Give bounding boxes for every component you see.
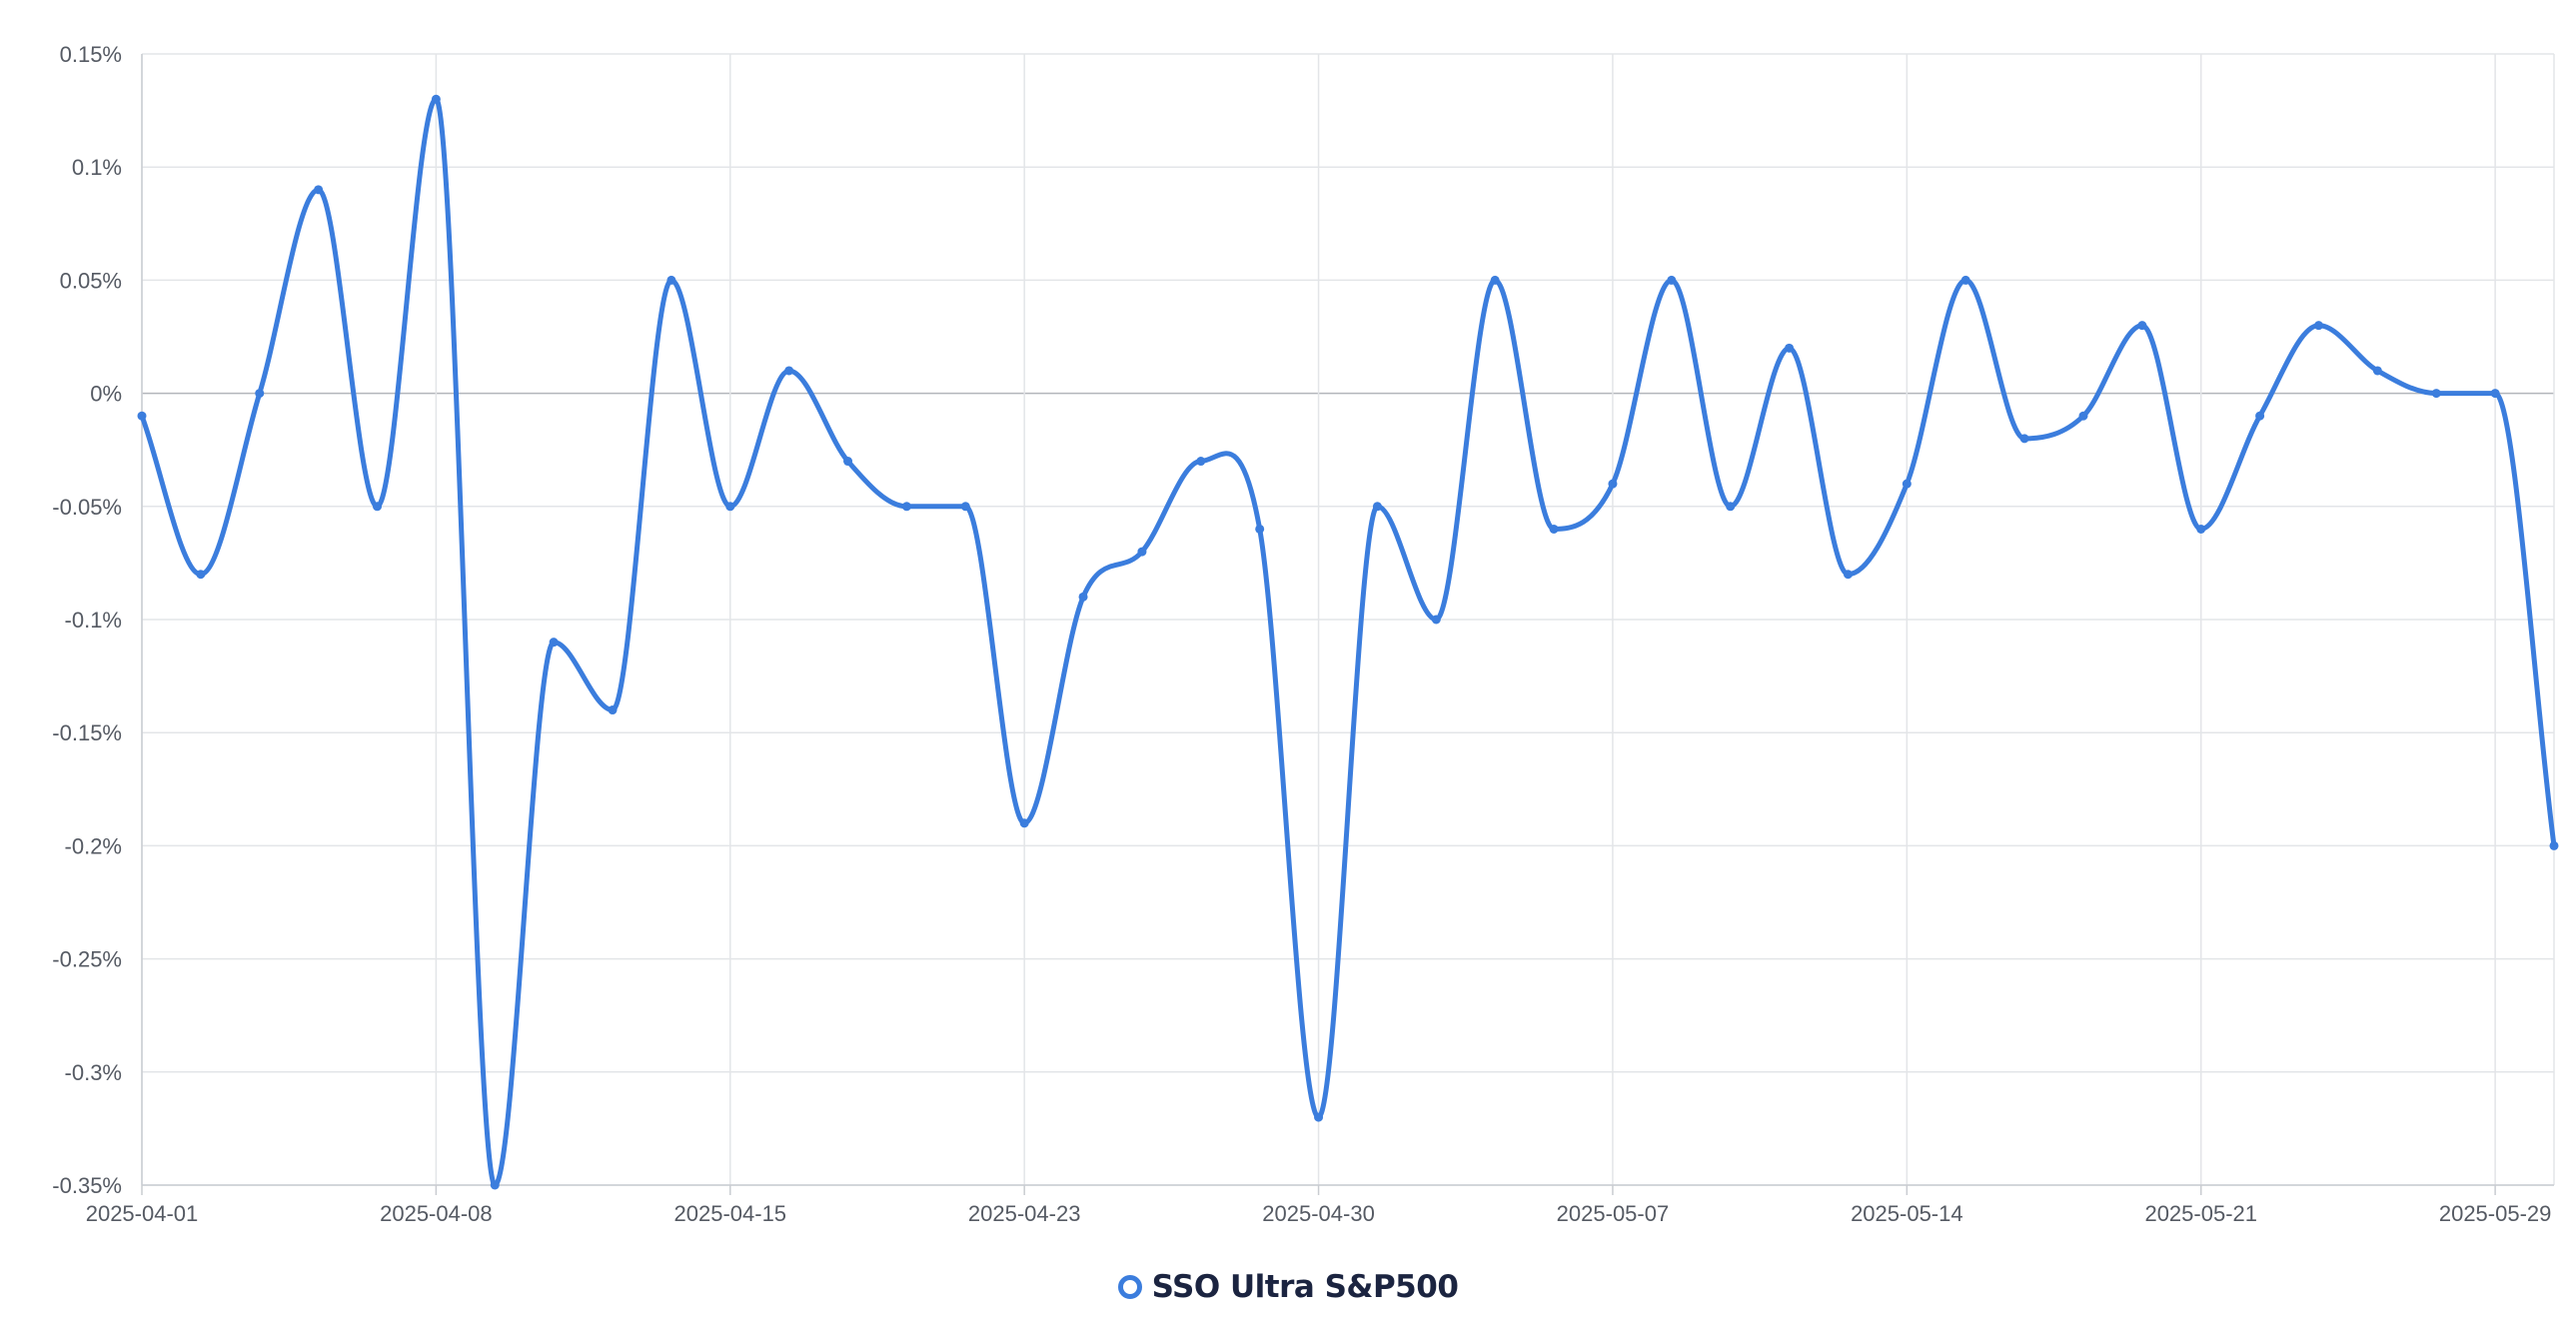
- legend-marker-icon: [1117, 1275, 1142, 1299]
- y-tick-label: -0.1%: [65, 608, 122, 633]
- x-tick-label: 2025-05-29: [2439, 1201, 2552, 1226]
- data-point[interactable]: [2137, 321, 2147, 331]
- x-tick-label: 2025-04-23: [968, 1201, 1081, 1226]
- y-tick-label: -0.35%: [52, 1173, 122, 1198]
- grid-layer: [141, 53, 2555, 1195]
- x-tick-label: 2025-05-21: [2144, 1201, 2257, 1226]
- data-point[interactable]: [1960, 275, 1970, 285]
- data-point[interactable]: [1902, 479, 1912, 489]
- data-point[interactable]: [725, 502, 735, 512]
- x-tick-label: 2025-04-30: [1262, 1201, 1375, 1226]
- data-point[interactable]: [1549, 524, 1559, 534]
- legend[interactable]: SSO Ultra S&P500: [0, 1269, 2576, 1305]
- data-point[interactable]: [666, 275, 676, 285]
- data-point[interactable]: [2196, 524, 2206, 534]
- data-point[interactable]: [608, 705, 618, 715]
- y-tick-label: -0.3%: [65, 1060, 122, 1085]
- data-point[interactable]: [549, 638, 559, 648]
- data-point[interactable]: [431, 94, 441, 104]
- legend-label: SSO Ultra S&P500: [1151, 1269, 1459, 1305]
- data-point[interactable]: [960, 502, 970, 512]
- data-point[interactable]: [1314, 1112, 1324, 1122]
- x-tick-label: 2025-04-15: [674, 1201, 787, 1226]
- x-axis-ticks: 2025-04-01 2025-04-08 2025-04-15 2025-04-23…: [86, 1201, 2552, 1226]
- y-tick-label: 0.15%: [60, 42, 122, 67]
- data-point[interactable]: [2313, 321, 2323, 331]
- data-point[interactable]: [843, 457, 853, 467]
- data-point[interactable]: [196, 570, 206, 580]
- y-tick-label: -0.2%: [65, 833, 122, 858]
- x-tick-label: 2025-05-07: [1557, 1201, 1670, 1226]
- data-point[interactable]: [784, 366, 794, 376]
- x-tick-label: 2025-04-01: [86, 1201, 199, 1226]
- data-point[interactable]: [1785, 343, 1795, 353]
- data-point[interactable]: [490, 1180, 500, 1190]
- y-tick-label: -0.15%: [52, 720, 122, 745]
- data-point[interactable]: [1726, 502, 1736, 512]
- y-tick-label: -0.25%: [52, 947, 122, 972]
- data-point[interactable]: [1372, 502, 1382, 512]
- data-point[interactable]: [1078, 592, 1088, 602]
- data-point[interactable]: [2019, 434, 2029, 444]
- x-tick-label: 2025-04-08: [380, 1201, 493, 1226]
- y-tick-label: 0%: [90, 382, 122, 407]
- x-tick-label: 2025-05-14: [1851, 1201, 1963, 1226]
- data-point[interactable]: [901, 502, 911, 512]
- data-point[interactable]: [1843, 570, 1853, 580]
- series-line: [139, 96, 2557, 1188]
- data-point[interactable]: [1137, 547, 1147, 557]
- data-point[interactable]: [255, 389, 265, 399]
- y-tick-label: 0.1%: [72, 155, 122, 180]
- data-point[interactable]: [314, 185, 324, 195]
- data-point[interactable]: [2255, 411, 2265, 421]
- y-tick-label: -0.05%: [52, 495, 122, 520]
- data-point[interactable]: [2490, 389, 2500, 399]
- data-point[interactable]: [1255, 524, 1265, 534]
- data-point[interactable]: [2431, 389, 2441, 399]
- data-point[interactable]: [1431, 615, 1441, 625]
- y-axis-ticks: 0.15% 0.1% 0.05% 0% -0.05% -0.1% -0.15% -0.2% -0…: [52, 42, 122, 1198]
- series-sso-ultra-sp500: [137, 94, 2559, 1190]
- data-point[interactable]: [137, 411, 147, 421]
- data-point[interactable]: [2078, 411, 2088, 421]
- data-point[interactable]: [1608, 479, 1618, 489]
- data-point[interactable]: [1490, 275, 1500, 285]
- data-point[interactable]: [2549, 840, 2559, 850]
- data-point[interactable]: [1196, 457, 1206, 467]
- y-tick-label: 0.05%: [60, 268, 122, 293]
- data-point[interactable]: [1667, 275, 1677, 285]
- data-point[interactable]: [373, 502, 383, 512]
- data-point[interactable]: [1019, 818, 1029, 828]
- data-point[interactable]: [2372, 366, 2382, 376]
